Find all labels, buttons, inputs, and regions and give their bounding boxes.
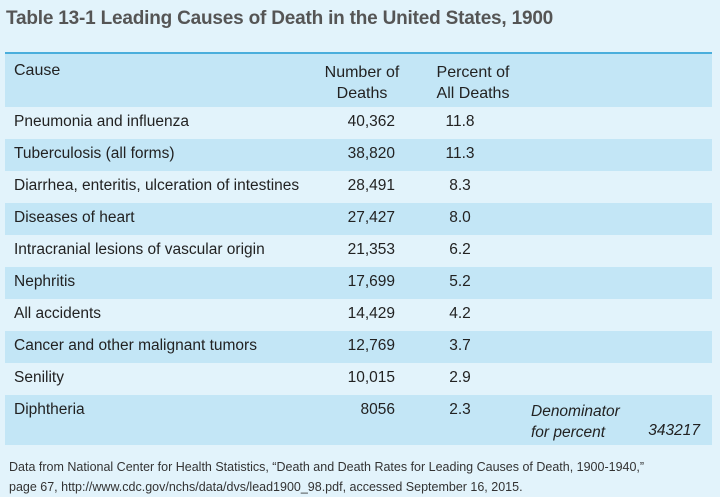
cell-deaths: 21,353 <box>347 241 395 258</box>
cell-percent: 6.2 <box>449 241 471 258</box>
cell-deaths: 40,362 <box>347 113 395 130</box>
cell-deaths: 38,820 <box>347 145 395 162</box>
footnote-line1: Data from National Center for Health Sta… <box>9 460 645 474</box>
header-deaths-line1: Number of <box>324 64 400 81</box>
table-row: Intracranial lesions of vascular origin … <box>5 235 712 267</box>
cell-percent: 4.2 <box>449 305 471 322</box>
cell-percent: 8.0 <box>449 209 471 226</box>
causes-table: Cause Number of Deaths Percent of All Deat… <box>5 52 712 445</box>
table-row: Diseases of heart 27,427 8.0 <box>5 203 712 235</box>
denominator-label-line2: for percent <box>531 424 606 441</box>
cell-cause: Diphtheria <box>14 401 85 418</box>
denominator-label: Denominator for percent <box>531 401 620 443</box>
table-row: Diphtheria 8056 2.3 Denominator for percen… <box>5 395 712 445</box>
table-row: Senility 10,015 2.9 <box>5 363 712 395</box>
cell-deaths: 14,429 <box>347 305 395 322</box>
header-percent-line2: All Deaths <box>436 85 510 102</box>
table-row: Pneumonia and influenza 40,362 11.8 <box>5 107 712 139</box>
table-title: Table 13-1 Leading Causes of Death in th… <box>6 8 554 29</box>
cell-deaths: 12,769 <box>347 337 395 354</box>
cell-cause: Diarrhea, enteritis, ulceration of intes… <box>14 177 300 194</box>
header-percent: Percent of All Deaths <box>423 62 523 104</box>
cell-percent: 11.3 <box>445 145 475 162</box>
cell-cause: Diseases of heart <box>14 209 135 226</box>
cell-percent: 3.7 <box>449 337 471 354</box>
table-row: Nephritis 17,699 5.2 <box>5 267 712 299</box>
cell-percent: 8.3 <box>449 177 471 194</box>
cell-cause: Cancer and other malignant tumors <box>14 337 257 354</box>
cell-cause: Tuberculosis (all forms) <box>14 145 175 162</box>
table-row: All accidents 14,429 4.2 <box>5 299 712 331</box>
table-header: Cause Number of Deaths Percent of All Deat… <box>5 54 712 107</box>
footnote-line2: page 67, http://www.cdc.gov/nchs/data/dv… <box>9 480 523 494</box>
cell-cause: Nephritis <box>14 273 76 290</box>
cell-percent: 11.8 <box>445 113 475 130</box>
source-footnote: Data from National Center for Health Sta… <box>9 457 644 497</box>
header-percent-line1: Percent of <box>436 64 510 81</box>
header-deaths-line2: Deaths <box>336 85 388 102</box>
denominator-value: 343217 <box>648 422 700 439</box>
cell-deaths: 8056 <box>360 401 395 418</box>
cell-deaths: 17,699 <box>347 273 395 290</box>
cell-percent: 5.2 <box>449 273 471 290</box>
cell-cause: Pneumonia and influenza <box>14 113 189 130</box>
cell-cause: All accidents <box>14 305 102 322</box>
cell-percent: 2.9 <box>449 369 471 386</box>
table-row: Diarrhea, enteritis, ulceration of intes… <box>5 171 712 203</box>
cell-deaths: 28,491 <box>347 177 395 194</box>
cell-deaths: 10,015 <box>347 369 395 386</box>
denominator-label-line1: Denominator <box>531 403 620 420</box>
table-row: Tuberculosis (all forms) 38,820 11.3 <box>5 139 712 171</box>
header-deaths: Number of Deaths <box>312 62 412 104</box>
cell-cause: Intracranial lesions of vascular origin <box>14 241 265 258</box>
table-row: Cancer and other malignant tumors 12,769… <box>5 331 712 363</box>
cell-cause: Senility <box>14 369 64 386</box>
cell-deaths: 27,427 <box>347 209 395 226</box>
header-cause: Cause <box>14 62 61 79</box>
cell-percent: 2.3 <box>449 401 471 418</box>
